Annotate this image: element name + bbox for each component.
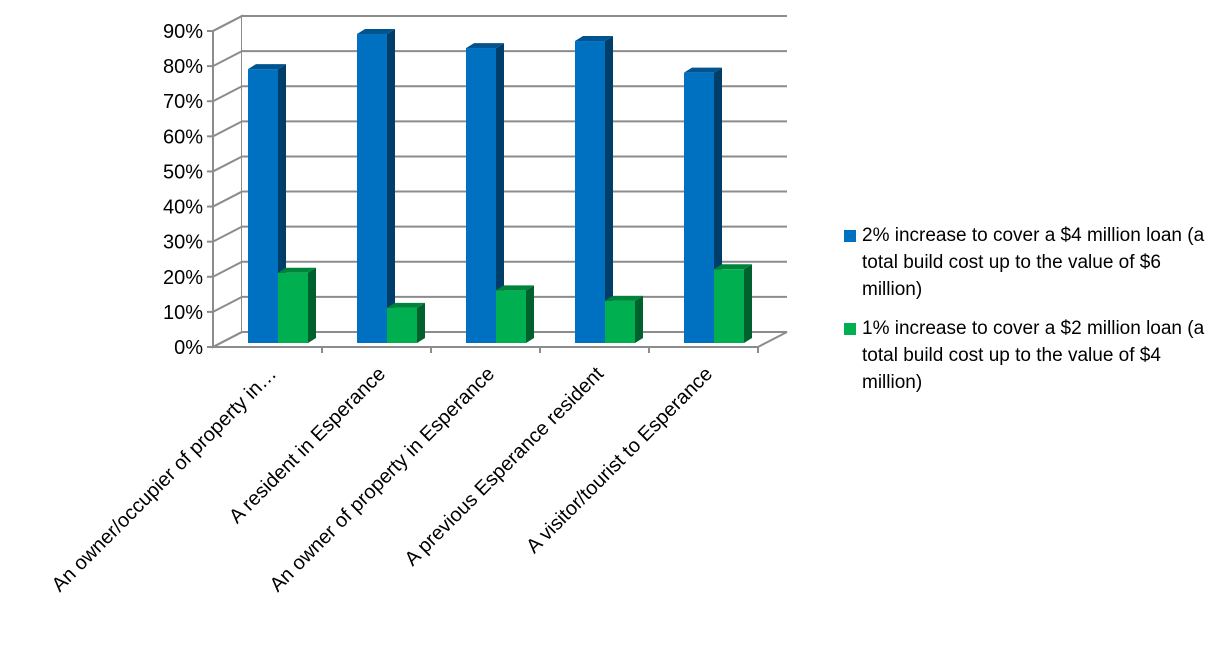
y-tick-label: 60% <box>163 126 203 148</box>
y-tick-label: 70% <box>163 91 203 113</box>
y-tick-label: 10% <box>163 302 203 324</box>
gridline <box>212 15 787 32</box>
x-tick-label: An owner/occupier of property in… <box>48 363 281 596</box>
bar-series-1-cat-5 <box>684 72 714 344</box>
bar-series-2-cat-4 <box>605 300 635 343</box>
legend-item-series-1: 2% increase to cover a $4 million loan (… <box>844 222 1224 303</box>
y-tick-label: 80% <box>163 56 203 78</box>
bar-series-1-cat-2 <box>357 34 387 344</box>
y-tick-label: 20% <box>163 267 203 289</box>
bar-side-2-4 <box>635 295 643 343</box>
bar-top-1-4 <box>575 36 613 42</box>
x-tick-label: A visitor/tourist to Esperance <box>522 363 717 558</box>
bar-top-1-3 <box>466 43 504 49</box>
bar-top-2-3 <box>496 285 534 291</box>
legend-swatch-series-2 <box>844 323 856 335</box>
bar-top-2-5 <box>714 264 752 270</box>
y-tick-label: 50% <box>163 161 203 183</box>
y-tick-label: 0% <box>174 337 203 359</box>
bar-side-1-3 <box>496 43 504 344</box>
y-tick-label: 90% <box>163 21 203 43</box>
x-tick-label: An owner of property in Esperance <box>266 363 499 596</box>
bar-series-1-cat-4 <box>575 41 605 344</box>
y-tick-label: 30% <box>163 232 203 254</box>
bar-top-1-5 <box>684 67 722 73</box>
y-tick-label: 40% <box>163 197 203 219</box>
bar-top-2-2 <box>387 302 425 308</box>
bar-series-2-cat-2 <box>387 307 417 343</box>
legend-swatch-series-1 <box>844 230 856 242</box>
bar-series-2-cat-1 <box>278 272 308 343</box>
bar-top-2-4 <box>605 295 643 301</box>
bar-side-1-4 <box>605 36 613 344</box>
bar-top-1-2 <box>357 29 395 35</box>
bar-side-2-1 <box>308 267 316 343</box>
bar-series-1-cat-3 <box>466 48 496 344</box>
bar-side-2-2 <box>417 302 425 343</box>
x-tick-label: A previous Esperance resident <box>401 363 609 571</box>
bar-top-1-1 <box>248 64 286 70</box>
bar-side-2-3 <box>526 285 534 343</box>
bar-series-2-cat-3 <box>496 290 526 343</box>
bar-series-1-cat-1 <box>248 69 278 343</box>
side-wall <box>212 14 243 349</box>
legend-item-series-2: 1% increase to cover a $2 million loan (… <box>844 315 1224 396</box>
bar-top-2-1 <box>278 267 316 273</box>
legend-label-series-2: 1% increase to cover a $2 million loan (… <box>862 318 1205 393</box>
bar-series-2-cat-5 <box>714 269 744 343</box>
legend-label-series-1: 2% increase to cover a $4 million loan (… <box>862 225 1205 300</box>
bar-side-1-2 <box>387 29 395 344</box>
bar-side-2-5 <box>744 264 752 343</box>
chart-legend: 2% increase to cover a $4 million loan (… <box>844 222 1224 408</box>
